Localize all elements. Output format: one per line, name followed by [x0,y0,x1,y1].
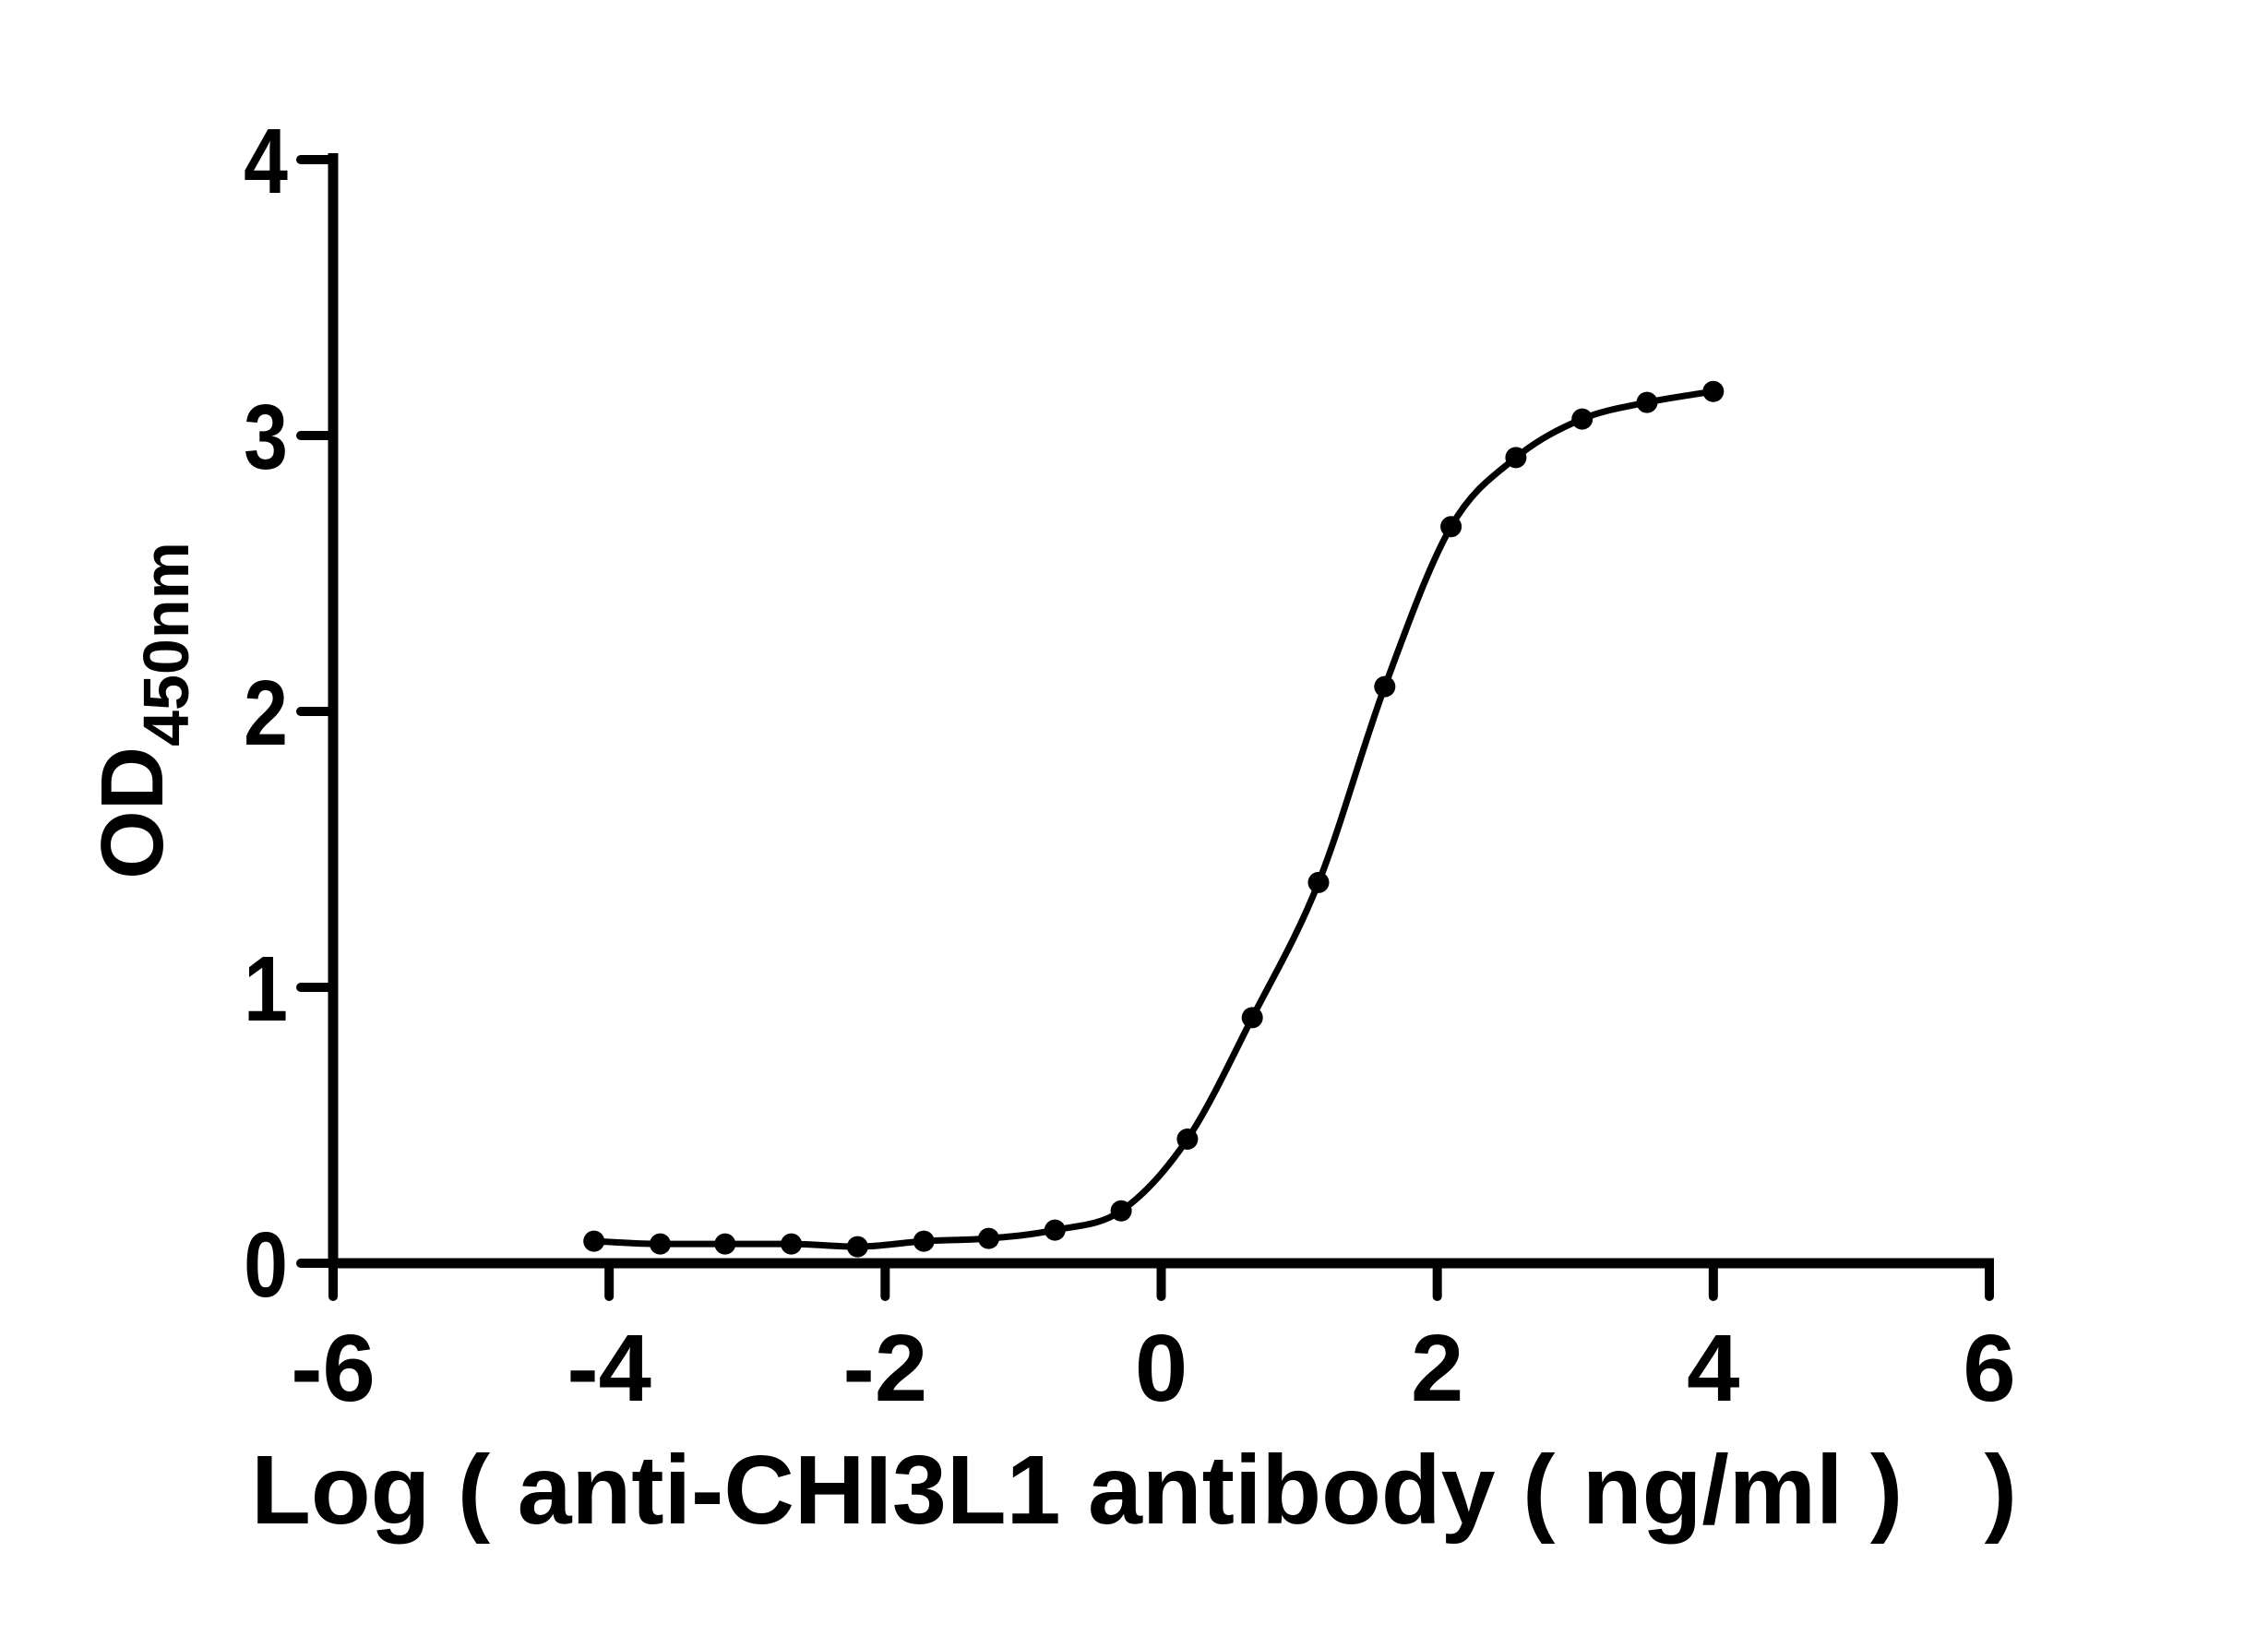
y-tick-label: 2 [244,662,288,765]
data-point [1440,516,1462,538]
x-tick-label: 4 [1687,1315,1740,1421]
data-point [1241,1007,1263,1029]
data-point [1044,1219,1066,1241]
data-point [846,1236,868,1258]
data-point [1110,1200,1132,1222]
data-point [1505,447,1527,469]
x-tick-label: -2 [842,1315,928,1421]
y-axis-title-main: OD [83,746,182,879]
x-tick-label: 2 [1411,1315,1464,1421]
x-tick-label: 0 [1134,1315,1188,1421]
x-tick-label: 6 [1963,1315,2016,1421]
data-point [714,1233,736,1255]
data-point [1571,408,1594,430]
y-tick-label: 0 [244,1213,288,1317]
data-point [1636,391,1658,413]
data-point [650,1233,671,1255]
data-point [781,1233,803,1255]
fit-curve [591,388,1717,1250]
data-point [583,1230,605,1252]
data-point [1374,675,1396,698]
y-tick-label: 1 [244,937,288,1041]
data-point [978,1227,999,1249]
data-point [913,1230,935,1252]
data-point [1307,871,1330,893]
y-tick-label: 4 [244,110,288,213]
y-axis-title: OD450nm [83,388,202,1033]
data-point [1702,380,1725,402]
data-point [1176,1128,1199,1150]
x-tick-label: -4 [567,1315,651,1421]
y-axis-title-subscript: 450nm [130,542,202,746]
x-tick-label: -6 [291,1315,376,1421]
y-tick-label: 3 [244,386,288,489]
x-axis-title: Log ( anti-CHI3L1 antibody ( ng/ml ) ) [251,1436,2017,1545]
